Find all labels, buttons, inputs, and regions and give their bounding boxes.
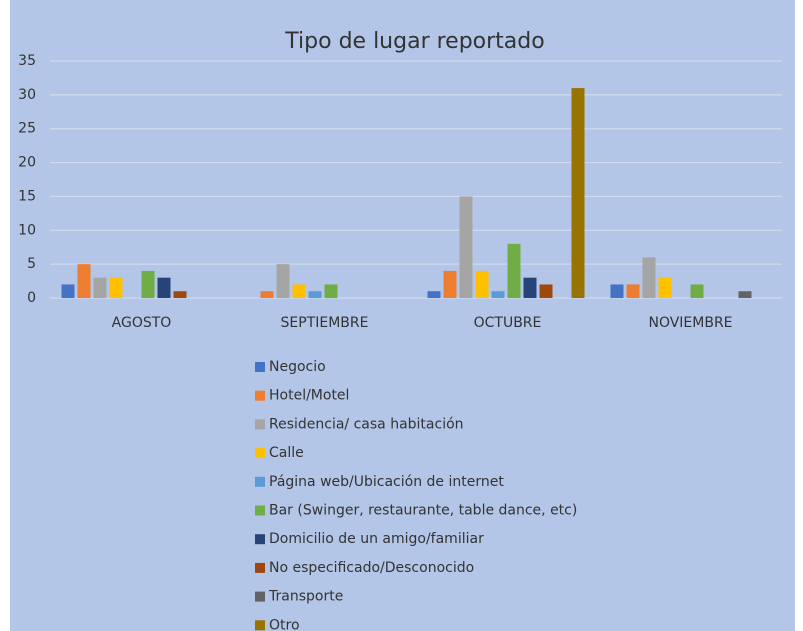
bar bbox=[109, 277, 123, 298]
bar bbox=[491, 291, 505, 298]
bar bbox=[308, 291, 322, 298]
y-tick-label: 0 bbox=[27, 290, 36, 306]
legend-swatch bbox=[255, 620, 265, 631]
legend-label: Residencia/ casa habitación bbox=[269, 416, 464, 432]
bar bbox=[141, 270, 155, 298]
bar bbox=[77, 264, 91, 298]
x-tick-label: SEPTIEMBRE bbox=[281, 315, 369, 331]
y-tick-label: 35 bbox=[18, 53, 36, 69]
bar bbox=[157, 277, 171, 298]
bar bbox=[523, 277, 537, 298]
bar bbox=[292, 284, 306, 298]
bar bbox=[260, 291, 274, 298]
y-tick-label: 5 bbox=[27, 256, 36, 272]
bar bbox=[93, 277, 107, 298]
bar bbox=[642, 257, 656, 298]
bar bbox=[626, 284, 640, 298]
bar bbox=[173, 291, 187, 298]
bar bbox=[571, 88, 585, 298]
bar bbox=[459, 196, 473, 298]
bar bbox=[324, 284, 338, 298]
bar bbox=[539, 284, 553, 298]
chart-title: Tipo de lugar reportado bbox=[284, 29, 544, 54]
legend-label: Bar (Swinger, restaurante, table dance, … bbox=[269, 503, 577, 519]
legend-label: Otro bbox=[269, 617, 300, 631]
bar bbox=[427, 291, 441, 298]
y-tick-label: 25 bbox=[18, 121, 36, 137]
legend-swatch bbox=[255, 362, 265, 372]
y-tick-label: 20 bbox=[18, 155, 36, 171]
legend-label: No especificado/Desconocido bbox=[269, 560, 474, 576]
bar bbox=[738, 291, 752, 298]
bar bbox=[443, 270, 457, 298]
legend-label: Domicilio de un amigo/familiar bbox=[269, 531, 484, 547]
y-tick-label: 10 bbox=[18, 222, 36, 238]
legend-swatch bbox=[255, 476, 265, 487]
bar bbox=[507, 243, 521, 298]
legend-swatch bbox=[255, 390, 265, 401]
y-tick-label: 30 bbox=[18, 87, 36, 103]
legend-label: Negocio bbox=[269, 359, 326, 375]
bar bbox=[475, 270, 489, 298]
bar bbox=[276, 264, 290, 298]
bar bbox=[610, 284, 624, 298]
legend-swatch bbox=[255, 505, 265, 516]
bar bbox=[61, 284, 75, 298]
bar bbox=[658, 277, 672, 298]
legend-label: Calle bbox=[269, 445, 304, 461]
legend-label: Página web/Ubicación de internet bbox=[269, 474, 504, 490]
legend-swatch bbox=[255, 419, 265, 430]
legend-label: Hotel/Motel bbox=[269, 388, 349, 404]
chart-background bbox=[10, 0, 795, 631]
legend-label: Transporte bbox=[268, 589, 343, 605]
legend-swatch bbox=[255, 562, 265, 573]
legend-swatch bbox=[255, 534, 265, 545]
x-tick-label: AGOSTO bbox=[112, 315, 172, 331]
legend-swatch bbox=[255, 591, 265, 602]
y-tick-label: 15 bbox=[18, 188, 36, 204]
x-tick-label: OCTUBRE bbox=[474, 315, 542, 331]
x-tick-label: NOVIEMBRE bbox=[648, 315, 732, 331]
bar bbox=[690, 284, 704, 298]
legend-swatch bbox=[255, 448, 265, 459]
